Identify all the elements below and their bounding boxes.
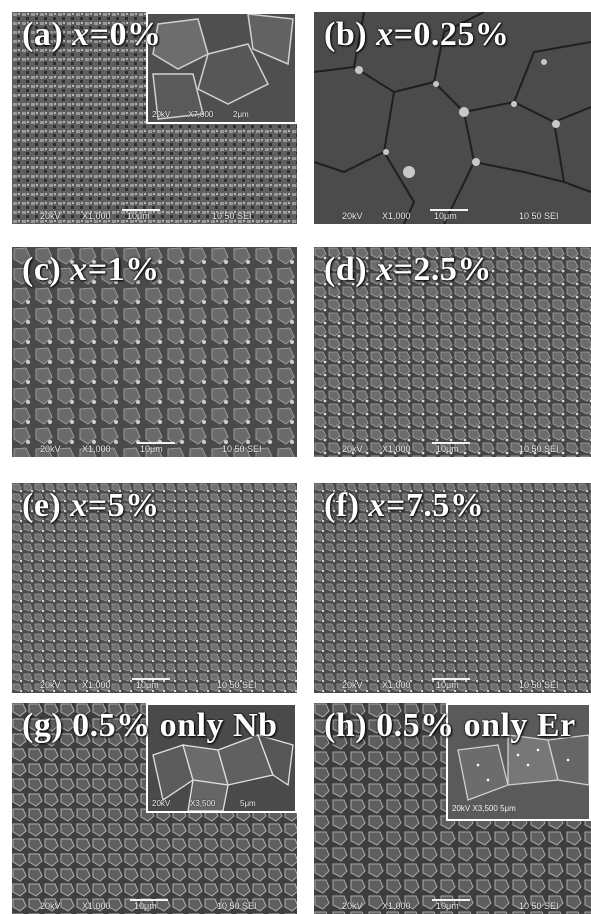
inset-scalebar-a: 20kV X7,000 2μm — [148, 107, 295, 119]
scalebar-g: 20kV X1,000 10μm 10 50 SEI — [12, 899, 297, 911]
scale-h: 10μm — [436, 901, 459, 911]
grain-texture-d — [314, 247, 591, 457]
scalebar-line-c — [137, 442, 175, 444]
kv-g: 20kV — [40, 901, 61, 911]
scale-b: 10μm — [434, 211, 457, 221]
inset-mag-g: X3,500 — [190, 799, 216, 808]
inset-grains-a — [148, 14, 295, 122]
inset-grains-g — [148, 705, 295, 811]
inset-mag-a: X7,000 — [188, 110, 214, 119]
scalebar-a: 20kV X1,000 10μm 10 50 SEI — [12, 209, 297, 221]
panel-label-b: (b) x=0.25% — [324, 16, 510, 53]
inset-scalebar-h: 20kV X3,500 5μm — [452, 804, 516, 813]
panel-label-d: (d) x=2.5% — [324, 251, 492, 288]
sem-panel-a: (a) x=0% 20kV X7,000 2μm 20kV X1,000 10μ… — [12, 12, 297, 224]
inset-grains-h — [448, 705, 589, 819]
mag-c: X1,000 — [82, 444, 111, 454]
kv-a: 20kV — [40, 211, 61, 221]
mag-d: X1,000 — [382, 444, 411, 454]
inset-a: 20kV X7,000 2μm — [146, 12, 297, 124]
scalebar-line-e — [132, 678, 170, 680]
info-f: 10 50 SEI — [519, 680, 559, 690]
scalebar-f: 20kV X1,000 10μm 10 50 SEI — [314, 678, 591, 690]
scalebar-line-d — [432, 442, 470, 444]
info-g: 10 50 SEI — [217, 901, 257, 911]
inset-mag-h: X3,500 — [472, 804, 498, 813]
inset-g: 20kV X3,500 5μm — [146, 703, 297, 813]
panel-label-e: (e) x=5% — [22, 487, 160, 524]
panel-label-a: (a) x=0% — [22, 16, 162, 53]
panel-label-c: (c) x=1% — [22, 251, 160, 288]
scalebar-line-a — [122, 209, 160, 211]
panel-label-g: (g) 0.5% only Nb — [22, 707, 278, 744]
sem-panel-f: (f) x=7.5% 20kV X1,000 10μm 10 50 SEI — [314, 483, 591, 693]
mag-h: X1,000 — [382, 901, 411, 911]
info-h: 10 50 SEI — [519, 901, 559, 911]
mag-g: X1,000 — [82, 901, 111, 911]
kv-c: 20kV — [40, 444, 61, 454]
panel-label-h: (h) 0.5% only Er — [324, 707, 576, 744]
grain-texture-b — [314, 12, 591, 224]
scalebar-line-h — [432, 899, 470, 901]
sem-panel-c: (c) x=1% 20kV X1,000 10μm 10 50 SEI — [12, 247, 297, 457]
scale-f: 10μm — [436, 680, 459, 690]
inset-scale-a: 2μm — [233, 110, 249, 119]
scale-g: 10μm — [134, 901, 157, 911]
kv-b: 20kV — [342, 211, 363, 221]
inset-scale-g: 5μm — [240, 799, 256, 808]
inset-kv-h: 20kV — [452, 804, 471, 813]
scale-e: 10μm — [136, 680, 159, 690]
kv-d: 20kV — [342, 444, 363, 454]
inset-scale-h: 5μm — [500, 804, 516, 813]
mag-f: X1,000 — [382, 680, 411, 690]
scalebar-d: 20kV X1,000 10μm 10 50 SEI — [314, 442, 591, 454]
kv-e: 20kV — [40, 680, 61, 690]
info-a: 10 50 SEI — [212, 211, 252, 221]
panel-label-f: (f) x=7.5% — [324, 487, 485, 524]
scalebar-e: 20kV X1,000 10μm 10 50 SEI — [12, 678, 297, 690]
inset-kv-a: 20kV — [152, 110, 171, 119]
sem-panel-b: (b) x=0.25% 20kV X1,000 10μm 10 50 SEI — [314, 12, 591, 224]
grain-texture-c — [12, 247, 297, 457]
info-d: 10 50 SEI — [519, 444, 559, 454]
grain-texture-e — [12, 483, 297, 693]
inset-h — [446, 703, 591, 821]
scalebar-h: 20kV X1,000 10μm 10 50 SEI — [314, 899, 591, 911]
kv-h: 20kV — [342, 901, 363, 911]
sem-panel-g: (g) 0.5% only Nb 20kV X3,500 5μm 20kV X1… — [12, 703, 297, 914]
grain-texture-f — [314, 483, 591, 693]
scale-d: 10μm — [436, 444, 459, 454]
info-b: 10 50 SEI — [519, 211, 559, 221]
inset-kv-g: 20kV — [152, 799, 171, 808]
info-c: 10 50 SEI — [222, 444, 262, 454]
scalebar-b: 20kV X1,000 10μm 10 50 SEI — [314, 209, 591, 221]
scalebar-c: 20kV X1,000 10μm 10 50 SEI — [12, 442, 297, 454]
sem-panel-h: (h) 0.5% only Er 20kV X1,000 10μm 10 50 … — [314, 703, 591, 914]
inset-scalebar-g: 20kV X3,500 5μm — [148, 796, 295, 808]
mag-b: X1,000 — [382, 211, 411, 221]
kv-f: 20kV — [342, 680, 363, 690]
sem-panel-e: (e) x=5% 20kV X1,000 10μm 10 50 SEI — [12, 483, 297, 693]
mag-a: X1,000 — [82, 211, 111, 221]
scale-a: 10μm — [127, 211, 150, 221]
scalebar-line-g — [130, 899, 168, 901]
mag-e: X1,000 — [82, 680, 111, 690]
sem-panel-d: (d) x=2.5% 20kV X1,000 10μm 10 50 SEI — [314, 247, 591, 457]
scale-c: 10μm — [140, 444, 163, 454]
scalebar-line-b — [430, 209, 468, 211]
info-e: 10 50 SEI — [217, 680, 257, 690]
scalebar-line-f — [432, 678, 470, 680]
